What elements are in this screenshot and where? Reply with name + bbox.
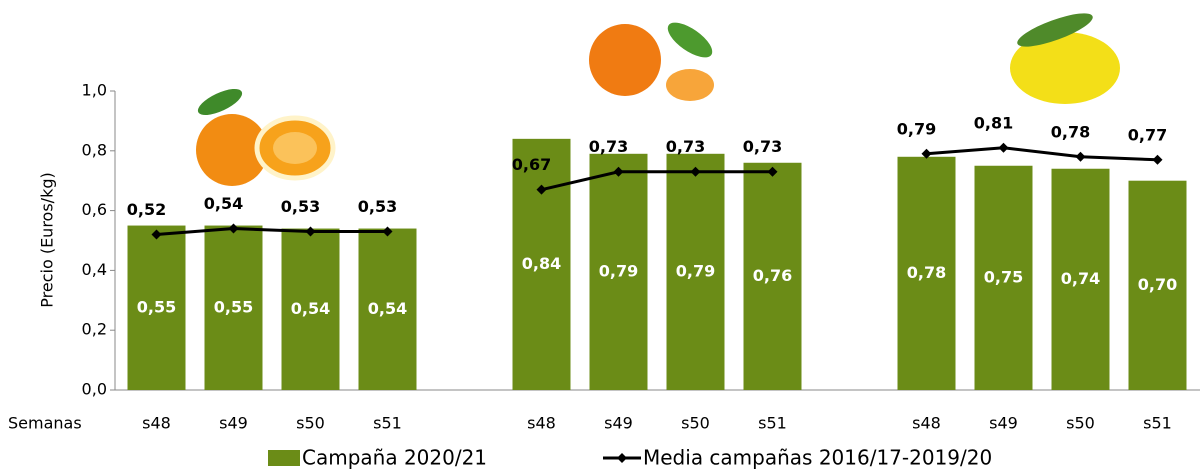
x-tick-label: s48 — [912, 414, 941, 433]
x-tick-label: s51 — [758, 414, 787, 433]
bar-value-label: 0,54 — [368, 299, 407, 318]
line-value-label: 0,73 — [666, 137, 705, 156]
bar-value-label: 0,55 — [137, 297, 176, 316]
legend-label: Campaña 2020/21 — [302, 446, 487, 470]
y-tick-label: 0,8 — [82, 140, 107, 159]
legend-label: Media campañas 2016/17-2019/20 — [643, 446, 992, 470]
line-value-label: 0,81 — [974, 113, 1013, 132]
bar-value-label: 0,54 — [291, 299, 330, 318]
x-tick-label: s49 — [219, 414, 248, 433]
line-marker — [1076, 152, 1086, 162]
legend-swatch — [268, 450, 300, 466]
x-tick-label: s50 — [1066, 414, 1095, 433]
x-axis-title: Semanas — [8, 414, 82, 433]
page: Precio (Euros/kg) Semanas 0,0 0,2 0,4 0,6 0,… — [0, 0, 1200, 470]
x-tick-label: s49 — [604, 414, 633, 433]
bar-value-label: 0,55 — [214, 297, 253, 316]
x-tick-label: s50 — [296, 414, 325, 433]
bar-value-label: 0,76 — [753, 266, 792, 285]
line-value-label: 0,77 — [1128, 125, 1167, 144]
bar-value-label: 0,84 — [522, 254, 561, 273]
chart: Precio (Euros/kg) Semanas 0,0 0,2 0,4 0,6 0,… — [0, 0, 1200, 470]
fruit-lemon — [1010, 7, 1120, 104]
line-marker — [1153, 155, 1163, 165]
line-value-label: 0,73 — [589, 137, 628, 156]
y-tick-label: 0,6 — [82, 200, 107, 219]
line-value-label: 0,78 — [1051, 122, 1090, 141]
fruit-mandarin — [589, 16, 718, 101]
bar-value-label: 0,75 — [984, 267, 1023, 286]
line-value-label: 0,67 — [512, 155, 551, 174]
bar-value-label: 0,78 — [907, 263, 946, 282]
x-tick-label: s51 — [1143, 414, 1172, 433]
bar-value-label: 0,79 — [676, 261, 715, 280]
line-value-label: 0,79 — [897, 119, 936, 138]
y-tick-label: 0,2 — [82, 320, 107, 339]
line-value-label: 0,54 — [204, 194, 243, 213]
line-value-label: 0,53 — [358, 197, 397, 216]
y-tick-label: 0,4 — [82, 260, 107, 279]
x-tick-label: s48 — [142, 414, 171, 433]
x-tick-label: s48 — [527, 414, 556, 433]
line-value-label: 0,73 — [743, 137, 782, 156]
bar-value-label: 0,74 — [1061, 269, 1100, 288]
bar-value-label: 0,70 — [1138, 275, 1177, 294]
line-value-label: 0,53 — [281, 197, 320, 216]
x-tick-label: s51 — [373, 414, 402, 433]
y-axis-title: Precio (Euros/kg) — [38, 172, 57, 307]
fruit-orange — [194, 84, 333, 186]
x-tick-label: s49 — [989, 414, 1018, 433]
line-value-label: 0,52 — [127, 200, 166, 219]
bar-value-label: 0,79 — [599, 261, 638, 280]
line-marker — [999, 143, 1009, 153]
y-tick-label: 0,0 — [82, 380, 107, 399]
legend-marker — [617, 453, 627, 463]
x-tick-label: s50 — [681, 414, 710, 433]
y-tick-label: 1,0 — [82, 81, 107, 100]
